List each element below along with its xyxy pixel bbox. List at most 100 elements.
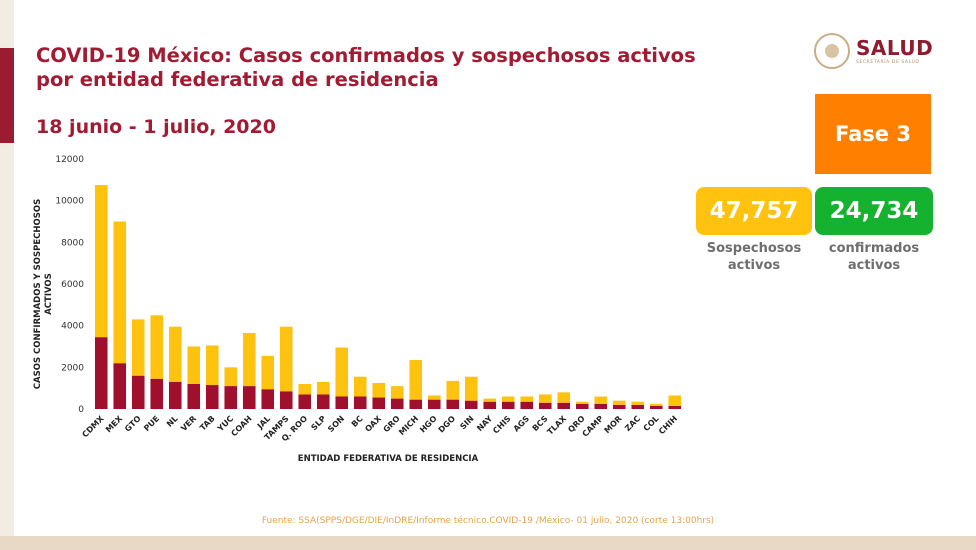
x-category-label: AGS	[512, 414, 532, 434]
bar-suspected	[150, 315, 164, 379]
bar-suspected	[649, 403, 663, 406]
x-category-label: COAH	[229, 414, 253, 438]
bar-confirmed	[594, 403, 608, 409]
x-axis-title: ENTIDAD FEDERATIVA DE RESIDENCIA	[298, 454, 479, 464]
x-category-label: TLAX	[546, 413, 569, 436]
x-category-label: TAB	[198, 414, 216, 432]
bar-confirmed	[353, 396, 367, 409]
y-tick-label: 10000	[55, 197, 84, 207]
x-category-label: VER	[179, 414, 198, 433]
bar-confirmed	[501, 401, 515, 409]
confirmed-active-label: confirmados activos	[815, 240, 933, 274]
bar-confirmed	[131, 375, 145, 409]
bar-suspected	[631, 401, 645, 405]
bar-suspected	[372, 382, 386, 398]
bars	[94, 185, 682, 409]
bar-confirmed	[187, 384, 201, 409]
bar-suspected	[594, 396, 608, 404]
confirmed-label-line-1: confirmados	[828, 241, 920, 256]
bar-suspected	[131, 319, 145, 376]
bar-confirmed	[205, 385, 219, 409]
bar-confirmed	[538, 402, 552, 409]
suspected-active-kpi: 47,757	[696, 187, 812, 235]
x-category-label: HGO	[418, 414, 439, 435]
y-tick-label: 0	[78, 405, 84, 415]
bar-suspected	[612, 400, 626, 405]
bar-confirmed	[427, 399, 441, 409]
bar-suspected	[224, 367, 238, 387]
x-category-label: MICH	[397, 414, 420, 437]
bar-suspected	[390, 386, 404, 399]
x-category-label: OAX	[363, 413, 383, 433]
confirmed-active-kpi: 24,734	[815, 187, 933, 235]
bar-confirmed	[279, 391, 293, 409]
x-category-label: PUE	[142, 414, 161, 433]
x-category-label: NL	[165, 414, 180, 429]
bar-suspected	[298, 384, 312, 395]
bar-suspected	[501, 396, 515, 402]
page-title: COVID-19 México: Casos confirmados y sos…	[36, 44, 696, 92]
x-category-label: CDMX	[80, 413, 106, 439]
bar-confirmed	[649, 405, 663, 409]
confirmed-label-line-2: activos	[847, 258, 901, 273]
bar-confirmed	[335, 396, 349, 409]
suspected-label-line-1: Sospechosos	[706, 241, 802, 256]
x-category-label: BC	[350, 414, 365, 429]
bar-confirmed	[483, 401, 497, 409]
y-axis-ticks: 0 2000 4000 6000 8000 10000 12000	[55, 155, 84, 415]
bar-suspected	[168, 326, 182, 382]
bar-confirmed	[372, 397, 386, 409]
bar-confirmed	[668, 405, 682, 409]
bar-confirmed	[446, 399, 460, 409]
coat-of-arms-icon	[814, 33, 850, 69]
bar-suspected	[242, 332, 256, 387]
bar-suspected	[316, 381, 330, 395]
bar-confirmed	[631, 404, 645, 409]
x-category-label: CHIH	[657, 414, 679, 436]
bar-confirmed	[150, 378, 164, 409]
bar-suspected	[483, 398, 497, 402]
y-tick-label: 12000	[55, 155, 84, 165]
x-category-label: MOR	[603, 414, 624, 435]
bottom-decorative-band	[0, 536, 976, 550]
y-tick-label: 6000	[61, 280, 84, 290]
x-category-label: SIN	[458, 414, 475, 431]
x-category-label: CHIS	[491, 414, 513, 436]
bar-suspected	[575, 401, 589, 404]
bar-confirmed	[409, 399, 423, 409]
logo-text: SALUD	[856, 36, 934, 60]
bar-suspected	[335, 347, 349, 397]
bar-suspected	[520, 396, 534, 402]
left-accent-bar	[0, 48, 14, 143]
bar-confirmed	[557, 402, 571, 409]
bar-suspected	[187, 346, 201, 384]
y-axis-title: CASOS CONFIRMADOS Y SOSPECHOSOSACTIVOS	[33, 199, 54, 389]
x-category-label: SON	[326, 414, 346, 434]
bar-confirmed	[94, 337, 108, 409]
salud-logo: SALUD SECRETARÍA DE SALUD	[814, 33, 933, 69]
title-line-2: por entidad federativa de residencia	[36, 68, 439, 91]
bar-suspected	[94, 185, 108, 338]
bar-confirmed	[261, 389, 275, 409]
suspected-active-label: Sospechosos activos	[696, 240, 812, 274]
bar-confirmed	[168, 381, 182, 409]
bar-confirmed	[612, 404, 626, 409]
bar-suspected	[446, 380, 460, 400]
logo-subtext: SECRETARÍA DE SALUD	[856, 60, 920, 65]
bar-confirmed	[113, 363, 127, 409]
bar-confirmed	[520, 401, 534, 409]
bar-suspected	[279, 326, 293, 392]
bar-confirmed	[464, 400, 478, 409]
x-category-label: ZAC	[623, 414, 642, 433]
title-line-1: COVID-19 México: Casos confirmados y sos…	[36, 44, 696, 67]
date-range: 18 junio - 1 julio, 2020	[36, 116, 276, 138]
x-category-label: SLP	[309, 414, 327, 432]
source-note: Fuente: SSA(SPPS/DGE/DIE/InDRE/Informe t…	[261, 516, 715, 526]
bar-confirmed	[242, 386, 256, 409]
y-tick-label: 4000	[61, 322, 84, 332]
bar-suspected	[113, 221, 127, 364]
x-category-label: MEX	[104, 413, 125, 434]
x-category-label: DGO	[437, 414, 458, 435]
phase-badge: Fase 3	[815, 94, 931, 174]
